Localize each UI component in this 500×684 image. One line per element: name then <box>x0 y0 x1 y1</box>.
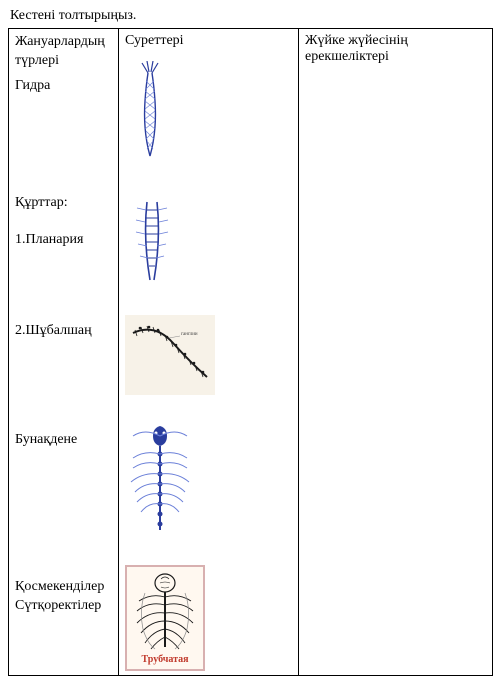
figure-tubular: Трубчатая <box>125 565 205 671</box>
figure-earthworm: ганглии <box>125 315 215 395</box>
header-col1: Жануарлардың түрлері Гидра Құрттар: 1.Пл… <box>9 29 119 676</box>
svg-text:ганглии: ганглии <box>181 332 198 337</box>
header-col1-line1: Жануарлардың <box>15 34 105 49</box>
instruction-text: Кестені толтырыңыз. <box>10 8 492 24</box>
row-label-worms: Құрттар: 1.Планария <box>15 194 112 251</box>
header-col2-label: Суреттері <box>125 33 292 49</box>
header-col2: Суреттері <box>119 29 299 676</box>
row-label-earthworm: 2.Шұбалшаң <box>15 322 112 341</box>
header-col3: Жүйке жүйесінің ерекшеліктері <box>299 29 493 676</box>
row-label-insect: Бунақдене <box>15 431 112 450</box>
figure-tubular-caption: Трубчатая <box>129 653 201 667</box>
figure-insect <box>125 418 195 538</box>
figure-planaria <box>125 188 180 288</box>
header-col1-line2: түрлері <box>15 53 59 68</box>
row-label-hydra: Гидра <box>15 77 112 96</box>
row-label-vertebrate: Қосмекенділер Сүтқоректілер <box>15 578 112 616</box>
worksheet-table: Жануарлардың түрлері Гидра Құрттар: 1.Пл… <box>8 28 493 676</box>
table-header-row: Жануарлардың түрлері Гидра Құрттар: 1.Пл… <box>9 29 493 676</box>
figure-hydra <box>125 61 175 161</box>
